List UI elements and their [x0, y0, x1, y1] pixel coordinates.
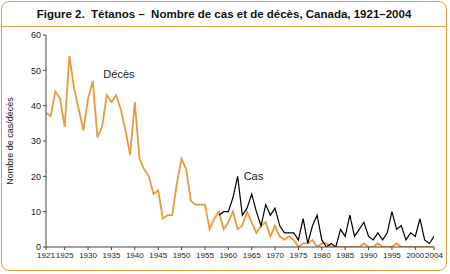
- svg-text:1921: 1921: [37, 250, 55, 260]
- svg-text:1980: 1980: [313, 251, 331, 260]
- svg-text:Nombre de cas/décès: Nombre de cas/décès: [8, 97, 15, 185]
- svg-text:1960: 1960: [219, 251, 237, 260]
- svg-text:1945: 1945: [149, 251, 167, 260]
- svg-text:Cas: Cas: [244, 170, 264, 182]
- svg-text:0: 0: [36, 242, 41, 252]
- html-text:Figure 2. Tétanos – Nombre de: Figure 2. Tétanos – Nombre de cas et de …: [36, 8, 412, 20]
- svg-text:1955: 1955: [196, 251, 214, 260]
- svg-text:1985: 1985: [336, 251, 354, 260]
- svg-text:1970: 1970: [266, 251, 284, 260]
- svg-text:1925: 1925: [56, 251, 74, 260]
- svg-text:Décès: Décès: [103, 68, 135, 80]
- svg-text:10: 10: [31, 207, 41, 217]
- svg-text:20: 20: [31, 172, 41, 182]
- svg-text:1940: 1940: [126, 251, 144, 260]
- svg-text:1995: 1995: [383, 251, 401, 260]
- svg-text:1930: 1930: [79, 251, 97, 260]
- svg-text:1935: 1935: [103, 251, 121, 260]
- svg-text:2000: 2000: [406, 251, 424, 260]
- svg-text:60: 60: [31, 30, 41, 40]
- svg-text:1975: 1975: [290, 251, 308, 260]
- svg-text:50: 50: [31, 66, 41, 76]
- svg-text:30: 30: [31, 136, 41, 146]
- svg-text:1965: 1965: [243, 251, 261, 260]
- svg-text:1950: 1950: [173, 251, 191, 260]
- svg-text:40: 40: [31, 101, 41, 111]
- svg-text:2004: 2004: [425, 251, 442, 260]
- svg-text:1990: 1990: [360, 251, 378, 260]
